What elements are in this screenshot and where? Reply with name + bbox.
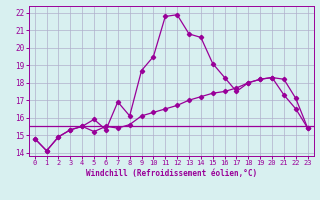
X-axis label: Windchill (Refroidissement éolien,°C): Windchill (Refroidissement éolien,°C) [86,169,257,178]
